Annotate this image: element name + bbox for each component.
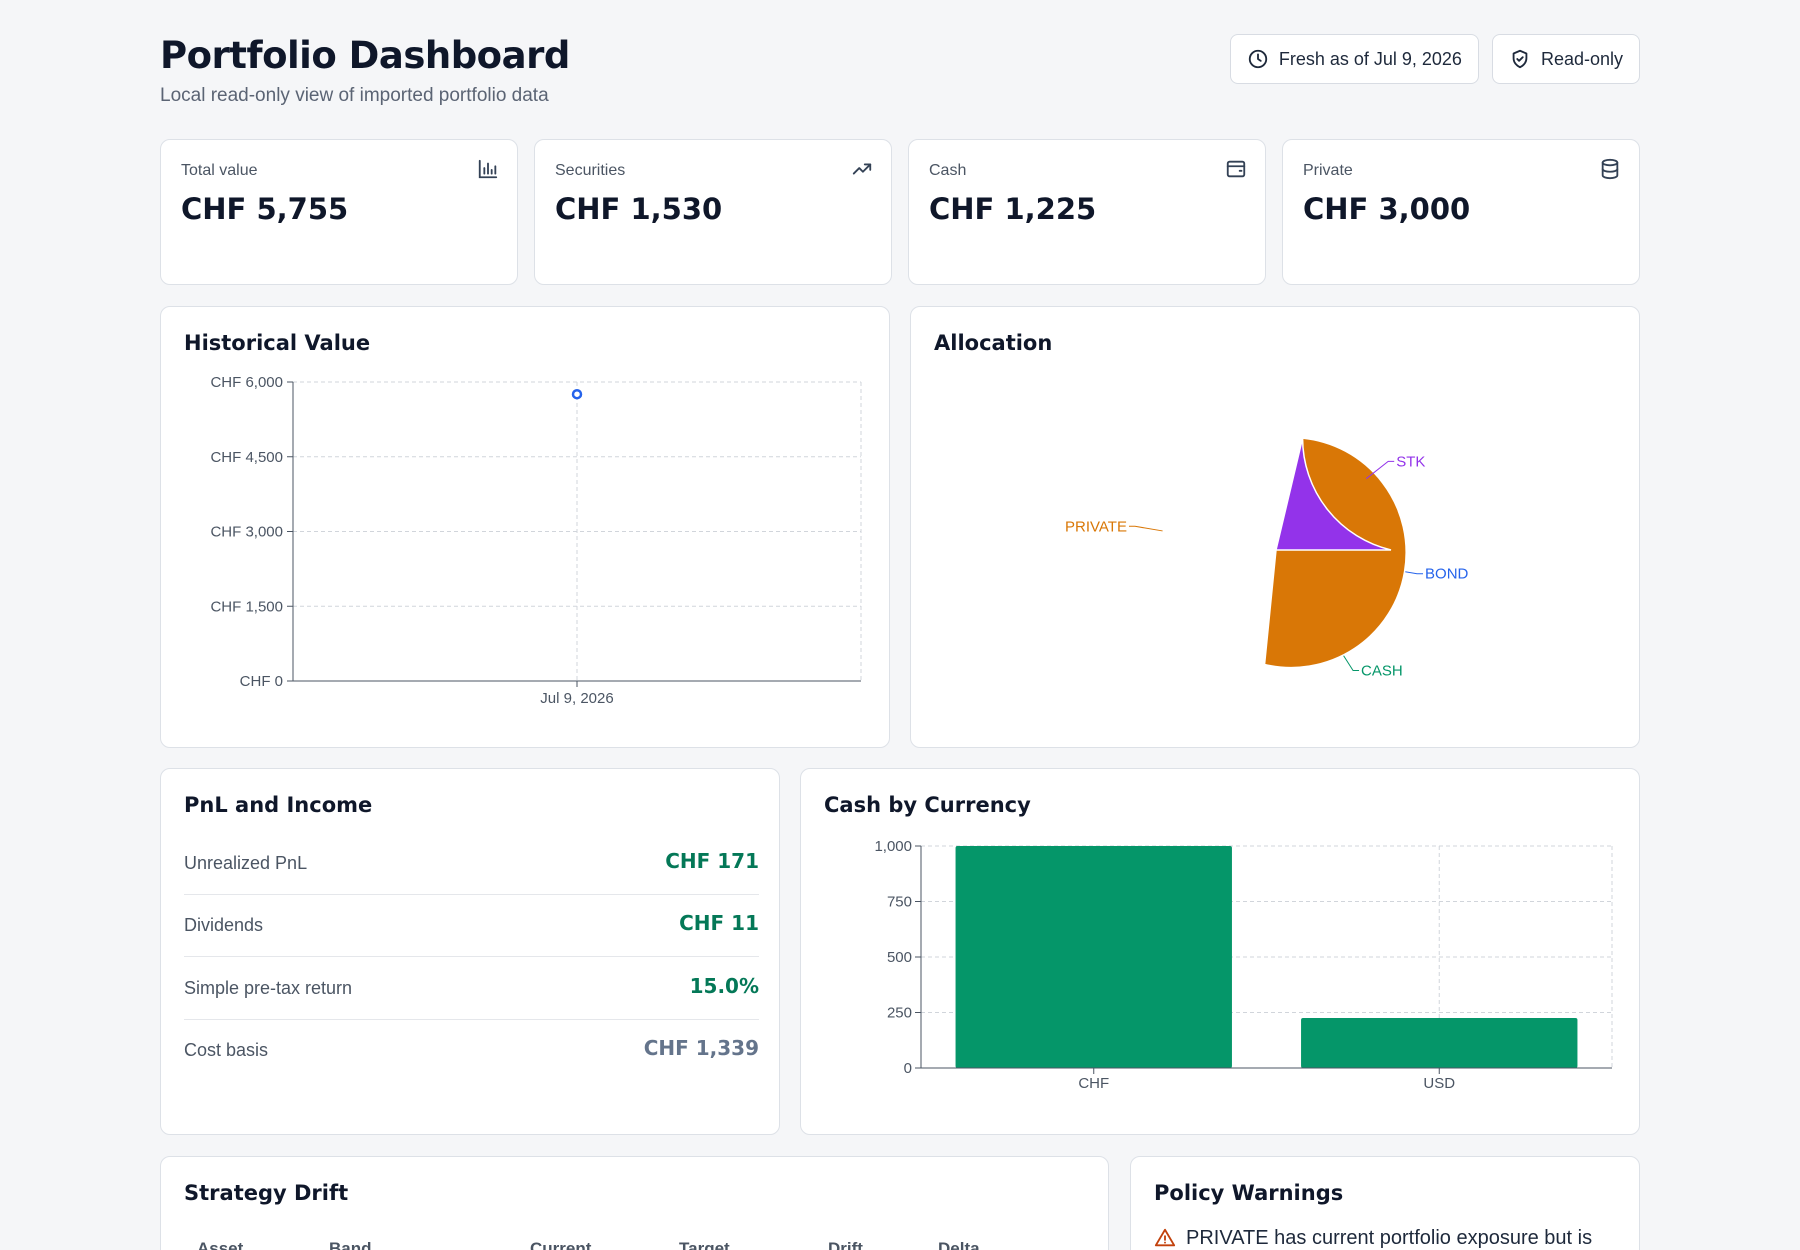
kpi-card-total: Total value CHF 5,755 bbox=[160, 139, 518, 285]
y-tick-label: 0 bbox=[904, 1060, 912, 1077]
kpi-label: Private bbox=[1303, 162, 1353, 179]
pie-slice-label: CASH bbox=[1361, 662, 1403, 679]
kpi-card-securities: Securities CHF 1,530 bbox=[534, 139, 892, 285]
strategy-drift-card: Strategy Drift Asset Band Current Target… bbox=[160, 1156, 1109, 1250]
clock-icon bbox=[1248, 49, 1268, 69]
kpi-card-cash: Cash CHF 1,225 bbox=[908, 139, 1266, 285]
pnl-row: Simple pre-tax return 15.0% bbox=[184, 958, 759, 1020]
kpi-label: Securities bbox=[555, 162, 626, 179]
policy-warnings-title: Policy Warnings bbox=[1154, 1181, 1344, 1205]
pnl-row: Dividends CHF 11 bbox=[184, 895, 759, 957]
freshness-badge: Fresh as of Jul 9, 2026 bbox=[1229, 34, 1479, 84]
pnl-label: Cost basis bbox=[184, 1040, 269, 1060]
pnl-title: PnL and Income bbox=[184, 793, 373, 817]
page-title: Portfolio Dashboard bbox=[160, 34, 570, 77]
pnl-label: Dividends bbox=[184, 915, 264, 935]
kpi-value: CHF 3,000 bbox=[1303, 192, 1471, 226]
header-badges: Fresh as of Jul 9, 2026 Read-only bbox=[1229, 34, 1640, 84]
pie-slice-label: BOND bbox=[1425, 566, 1469, 583]
historical-value-chart: CHF 0 CHF 1,500 CHF 3,000 CHF 4,500 CHF 6,00… bbox=[210, 374, 862, 707]
pnl-label: Simple pre-tax return bbox=[184, 978, 353, 998]
freshness-label: Fresh as of Jul 9, 2026 bbox=[1278, 48, 1462, 69]
kpi-value: CHF 1,225 bbox=[929, 192, 1097, 226]
y-tick-label: 250 bbox=[887, 1005, 912, 1022]
historical-value-title: Historical Value bbox=[184, 331, 371, 355]
bar-chart-icon bbox=[478, 159, 498, 179]
column-header-asset[interactable]: Asset bbox=[197, 1239, 244, 1250]
x-tick-label: Jul 9, 2026 bbox=[540, 690, 613, 707]
allocation-pie-chart: BOND CASH PRIVATE STK bbox=[1065, 437, 1469, 679]
kpi-card-private: Private CHF 3,000 bbox=[1282, 139, 1640, 285]
pnl-row: Unrealized PnL CHF 171 bbox=[184, 833, 759, 895]
y-tick-label: CHF 3,000 bbox=[210, 524, 283, 541]
kpi-label: Cash bbox=[929, 162, 967, 179]
cash-by-currency-card: Cash by Currency 0 250 500 750 1,000 CHF USD bbox=[800, 768, 1640, 1135]
policy-warnings-card: Policy Warnings PRIVATE has current port… bbox=[1130, 1156, 1640, 1250]
historical-value-card: Historical Value CHF 0 CHF 1,500 CHF 3,000… bbox=[160, 306, 890, 748]
kpi-label: Total value bbox=[181, 162, 258, 179]
page-header: Portfolio Dashboard Local read-only view… bbox=[160, 34, 1640, 114]
y-tick-label: CHF 1,500 bbox=[210, 598, 283, 615]
data-point bbox=[571, 388, 583, 400]
pie-slice bbox=[1263, 437, 1407, 669]
x-tick-label: USD bbox=[1423, 1075, 1455, 1092]
allocation-card: Allocation BOND CASH PRIVATE STK bbox=[910, 306, 1640, 748]
y-tick-label: CHF 4,500 bbox=[210, 449, 283, 466]
column-header-target[interactable]: Target bbox=[679, 1239, 730, 1250]
readonly-label: Read-only bbox=[1540, 48, 1623, 69]
pnl-value: CHF 1,339 bbox=[643, 1036, 759, 1060]
bar bbox=[1301, 1018, 1578, 1068]
x-tick-label: CHF bbox=[1078, 1075, 1109, 1092]
kpi-value: CHF 5,755 bbox=[181, 192, 349, 226]
pnl-value: CHF 11 bbox=[679, 911, 759, 935]
policy-warning-item: PRIVATE has current portfolio exposure b… bbox=[1154, 1225, 1624, 1250]
cash-by-currency-chart: 0 250 500 750 1,000 CHF USD bbox=[874, 838, 1613, 1092]
pie-label-leader bbox=[1128, 525, 1163, 532]
bar bbox=[955, 846, 1232, 1068]
y-tick-label: 1,000 bbox=[874, 838, 912, 855]
readonly-badge: Read-only bbox=[1491, 34, 1640, 84]
wallet-icon bbox=[1226, 160, 1246, 178]
cash-by-currency-title: Cash by Currency bbox=[824, 793, 1031, 817]
pnl-value: 15.0% bbox=[689, 974, 759, 998]
pnl-value: CHF 171 bbox=[665, 849, 759, 873]
database-icon bbox=[1601, 158, 1619, 180]
policy-warning-text: PRIVATE has current portfolio exposure b… bbox=[1186, 1227, 1593, 1249]
pie-label-leader bbox=[1365, 460, 1395, 480]
pnl-income-card: PnL and Income Unrealized PnL CHF 171 Di… bbox=[160, 768, 780, 1135]
column-header-current[interactable]: Current bbox=[530, 1239, 592, 1250]
page-subtitle: Local read-only view of imported portfol… bbox=[160, 85, 549, 106]
column-header-delta[interactable]: Delta bbox=[938, 1239, 980, 1250]
kpi-value: CHF 1,530 bbox=[555, 192, 723, 226]
column-header-band[interactable]: Band bbox=[329, 1239, 372, 1250]
pnl-row: Cost basis CHF 1,339 bbox=[184, 1020, 759, 1082]
allocation-title: Allocation bbox=[934, 331, 1053, 355]
column-header-drift[interactable]: Drift bbox=[828, 1239, 863, 1250]
pie-slice bbox=[1275, 437, 1392, 551]
y-tick-label: 750 bbox=[887, 894, 912, 911]
shield-check-icon bbox=[1512, 49, 1528, 69]
strategy-drift-title: Strategy Drift bbox=[184, 1181, 349, 1205]
y-tick-label: CHF 6,000 bbox=[210, 374, 283, 391]
warning-triangle-icon bbox=[1154, 1228, 1176, 1247]
trending-up-icon bbox=[852, 163, 872, 175]
y-tick-label: 500 bbox=[887, 949, 912, 966]
pie-slice-label: PRIVATE bbox=[1065, 518, 1127, 535]
pnl-label: Unrealized PnL bbox=[184, 853, 308, 873]
y-tick-label: CHF 0 bbox=[240, 673, 283, 690]
pie-slice-label: STK bbox=[1396, 453, 1425, 470]
